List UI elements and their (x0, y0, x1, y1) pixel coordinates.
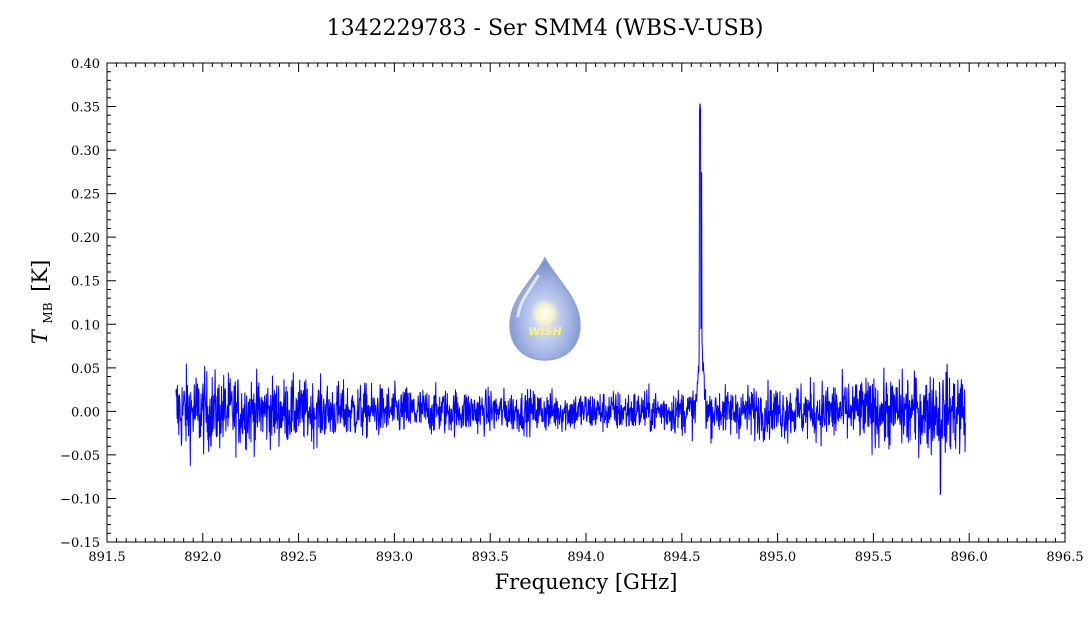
tick-marks (106, 62, 1066, 543)
wish-logo: WISH (509, 256, 581, 361)
x-tick-label: 894.5 (663, 550, 700, 565)
y-tick-label: −0.05 (60, 449, 100, 464)
x-tick-label: 893.0 (376, 550, 413, 565)
y-tick-label: −0.15 (60, 536, 100, 551)
x-tick-label: 896.0 (951, 550, 988, 565)
x-axis-label: Frequency [GHz] (495, 570, 678, 594)
y-tick-label: 0.20 (71, 231, 100, 246)
y-axis-label-subscript: MB (41, 302, 55, 323)
star-glow-icon (531, 299, 559, 327)
y-tick-label: 0.05 (71, 362, 100, 377)
logo-text: WISH (528, 325, 561, 338)
axis-ticks (106, 62, 1066, 543)
x-tick-label: 895.5 (855, 550, 892, 565)
y-axis-label-symbol: T (28, 328, 52, 344)
x-tick-label: 893.5 (472, 550, 509, 565)
chart-title: 1342229783 - Ser SMM4 (WBS-V-USB) (326, 16, 764, 41)
y-tick-label: 0.25 (71, 188, 100, 203)
y-tick-label: 0.30 (71, 144, 100, 159)
y-tick-label: 0.40 (71, 57, 100, 72)
x-tick-labels: 891.5 892.0 892.5 893.0 893.5 894.0 894.5 895.0… (88, 550, 1083, 565)
y-axis-label: T MB [K] (28, 260, 57, 345)
x-tick-label: 891.5 (88, 550, 125, 565)
y-tick-labels: −0.15 −0.10 −0.05 0.00 0.05 0.10 0.15 0.20 0.25 0… (60, 57, 100, 551)
spectrum-series (175, 102, 966, 495)
y-axis-label-unit: [K] (28, 260, 52, 292)
x-tick-label: 894.0 (567, 550, 604, 565)
y-tick-label: 0.00 (71, 405, 100, 420)
x-tick-label: 892.0 (184, 550, 221, 565)
x-tick-label: 895.0 (759, 550, 796, 565)
y-tick-label: 0.35 (71, 101, 100, 116)
y-tick-label: 0.15 (71, 275, 100, 290)
x-tick-label: 892.5 (280, 550, 317, 565)
y-tick-label: −0.10 (60, 492, 100, 507)
spectrum-line (175, 102, 966, 495)
x-tick-label: 896.5 (1046, 550, 1083, 565)
plot-frame (106, 62, 1066, 543)
y-tick-label: 0.10 (71, 318, 100, 333)
